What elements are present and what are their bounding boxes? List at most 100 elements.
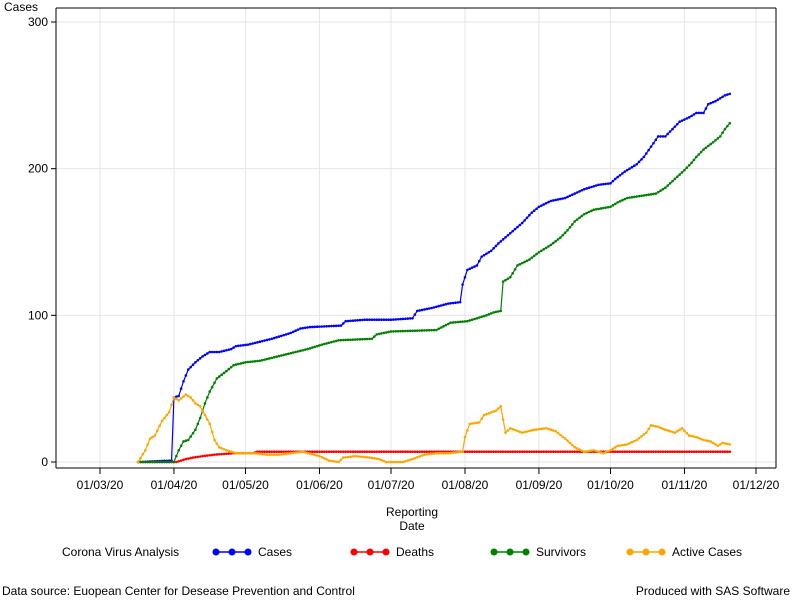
data-point bbox=[520, 221, 524, 225]
data-point bbox=[568, 450, 572, 454]
data-point bbox=[184, 393, 188, 396]
data-point bbox=[690, 114, 693, 118]
data-point bbox=[411, 329, 414, 333]
data-point bbox=[668, 130, 672, 133]
data-point bbox=[446, 451, 450, 455]
data-point bbox=[272, 453, 276, 456]
data-point bbox=[160, 419, 164, 423]
data-point bbox=[151, 460, 154, 464]
data-point bbox=[721, 131, 724, 135]
data-point bbox=[146, 443, 150, 446]
data-point bbox=[687, 163, 691, 167]
data-point bbox=[675, 175, 679, 179]
data-point bbox=[613, 450, 617, 454]
data-point bbox=[437, 451, 441, 455]
data-point bbox=[637, 436, 641, 440]
data-point bbox=[315, 450, 319, 454]
data-point bbox=[356, 455, 359, 458]
data-point bbox=[609, 182, 612, 185]
data-point bbox=[213, 438, 216, 442]
legend-swatch-marker bbox=[490, 548, 498, 556]
data-point bbox=[685, 450, 689, 454]
data-point bbox=[492, 410, 495, 413]
data-point bbox=[337, 324, 340, 328]
data-point bbox=[370, 318, 374, 322]
data-point bbox=[303, 451, 307, 454]
data-point bbox=[248, 342, 252, 346]
data-point bbox=[706, 450, 710, 454]
data-point bbox=[697, 153, 701, 156]
data-point bbox=[613, 446, 617, 449]
x-tick-label: 01/04/20 bbox=[151, 478, 198, 492]
data-point bbox=[714, 99, 717, 103]
data-point bbox=[344, 319, 348, 323]
data-point bbox=[387, 330, 390, 334]
data-point bbox=[625, 196, 629, 200]
data-point bbox=[165, 413, 169, 417]
axes bbox=[55, 7, 777, 469]
data-point bbox=[246, 343, 250, 346]
data-point bbox=[625, 450, 629, 454]
data-point bbox=[287, 352, 290, 356]
data-point bbox=[206, 454, 209, 457]
data-point bbox=[248, 451, 252, 455]
data-point bbox=[327, 341, 331, 345]
data-point bbox=[623, 170, 627, 173]
data-point bbox=[375, 333, 379, 336]
data-point bbox=[248, 360, 252, 364]
data-point bbox=[642, 155, 646, 159]
data-point bbox=[175, 460, 178, 464]
data-point bbox=[170, 403, 173, 407]
data-point bbox=[418, 450, 421, 454]
data-point bbox=[294, 329, 297, 333]
data-point bbox=[726, 450, 729, 454]
data-point bbox=[404, 329, 407, 333]
data-point bbox=[509, 231, 512, 235]
data-point bbox=[501, 418, 505, 421]
data-point bbox=[509, 426, 512, 430]
data-point bbox=[468, 422, 472, 426]
data-point bbox=[578, 450, 581, 454]
data-point bbox=[563, 437, 567, 440]
data-point bbox=[585, 450, 588, 453]
data-point bbox=[375, 318, 379, 322]
data-point bbox=[253, 451, 257, 455]
data-point bbox=[370, 456, 374, 460]
data-point bbox=[477, 316, 481, 319]
data-point bbox=[260, 452, 264, 456]
footer-source-note: Data source: Euopean Center for Desease … bbox=[2, 584, 355, 598]
data-point bbox=[253, 359, 257, 363]
data-point bbox=[499, 309, 503, 313]
data-point bbox=[213, 453, 216, 456]
data-point bbox=[580, 189, 584, 192]
data-point bbox=[337, 450, 340, 454]
data-point bbox=[497, 242, 500, 245]
data-point bbox=[163, 460, 166, 464]
data-point bbox=[311, 346, 314, 349]
data-point bbox=[318, 325, 321, 328]
data-point bbox=[282, 450, 285, 454]
x-tick-label: 01/11/20 bbox=[662, 478, 708, 492]
data-point bbox=[365, 337, 369, 341]
data-point bbox=[528, 258, 531, 261]
data-point bbox=[196, 359, 200, 362]
data-point bbox=[594, 208, 598, 211]
data-point bbox=[172, 460, 176, 464]
data-point bbox=[506, 233, 510, 237]
data-point bbox=[611, 450, 615, 454]
data-point bbox=[716, 444, 720, 448]
data-point bbox=[377, 457, 381, 461]
data-point bbox=[494, 450, 498, 454]
data-point bbox=[377, 332, 381, 336]
data-point bbox=[728, 443, 732, 446]
data-point bbox=[549, 199, 553, 203]
data-point bbox=[489, 450, 493, 454]
data-point bbox=[704, 107, 708, 110]
data-point bbox=[349, 455, 352, 459]
data-point bbox=[449, 302, 452, 305]
data-point bbox=[189, 365, 192, 369]
data-point bbox=[420, 308, 424, 312]
data-point bbox=[191, 456, 195, 459]
data-point bbox=[470, 318, 474, 322]
